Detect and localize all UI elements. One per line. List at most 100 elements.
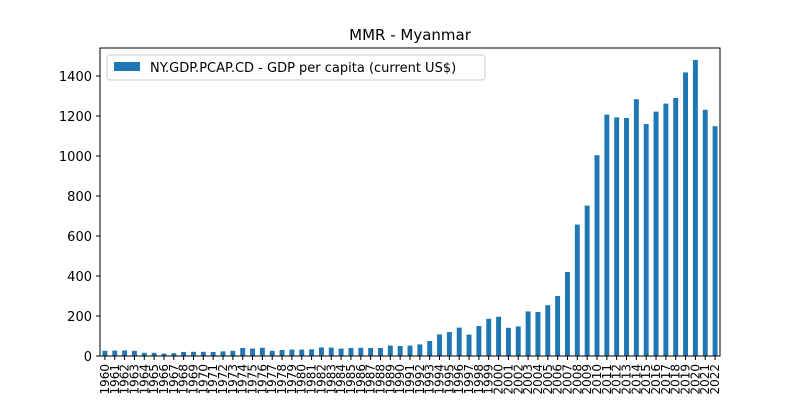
x-tick-label: 1976 <box>255 364 269 395</box>
x-tick-label: 2015 <box>639 364 653 395</box>
bar <box>112 350 118 356</box>
bar <box>663 103 669 356</box>
bar <box>348 348 354 356</box>
legend: NY.GDP.PCAP.CD - GDP per capita (current… <box>106 54 486 81</box>
bar <box>496 316 502 356</box>
x-tick-label: 2011 <box>600 364 614 395</box>
x-tick-label: 1977 <box>265 364 279 395</box>
x-tick-label: 1985 <box>344 364 358 395</box>
x-tick-label: 2001 <box>501 364 515 395</box>
x-tick-label: 2006 <box>551 364 565 395</box>
x-tick-label: 2008 <box>570 364 584 395</box>
bar <box>131 350 137 356</box>
bar <box>505 327 511 356</box>
x-tick-label: 1970 <box>196 364 210 395</box>
x-tick-label: 1988 <box>373 364 387 395</box>
x-tick-label: 2010 <box>590 364 604 395</box>
x-tick-label: 1990 <box>393 364 407 395</box>
bar <box>210 352 216 356</box>
x-tick-label: 1969 <box>186 364 200 395</box>
bar <box>220 351 226 356</box>
bar <box>446 332 452 356</box>
bar <box>309 349 315 356</box>
bar <box>318 347 324 356</box>
bar <box>683 72 689 357</box>
x-tick-label: 1981 <box>305 364 319 395</box>
x-tick-label: 2004 <box>531 364 545 395</box>
x-tick-label: 1992 <box>413 364 427 395</box>
bar <box>614 117 620 357</box>
bar <box>545 305 551 356</box>
bar <box>535 312 541 356</box>
x-tick-label: 1989 <box>383 364 397 395</box>
y-tick-label: 1400 <box>59 70 92 85</box>
x-tick-label: 1987 <box>364 364 378 395</box>
x-tick-label: 1980 <box>295 364 309 395</box>
legend-box <box>106 54 486 81</box>
x-tick-label: 2012 <box>610 364 624 395</box>
bar <box>525 311 531 356</box>
x-tick-label: 2021 <box>698 364 712 395</box>
bar <box>250 348 255 356</box>
x-tick-label: 1975 <box>246 364 260 395</box>
x-tick-label: 1973 <box>226 364 240 395</box>
bar <box>230 350 236 356</box>
bar <box>574 224 580 356</box>
x-tick-label: 2003 <box>521 364 535 395</box>
legend-swatch <box>114 62 140 71</box>
bar <box>555 296 561 356</box>
bar <box>368 348 374 356</box>
x-tick-label: 2002 <box>511 364 525 395</box>
x-tick-label: 1961 <box>108 364 122 395</box>
chart-title: MMR - Myanmar <box>349 26 472 44</box>
x-tick-label: 1974 <box>236 364 250 395</box>
plot-frame <box>99 47 721 357</box>
x-tick-label: 1983 <box>324 364 338 395</box>
x-tick-label: 2009 <box>580 364 594 395</box>
x-tick-label: 2018 <box>669 364 683 395</box>
x-tick-label: 2013 <box>620 364 634 395</box>
bar <box>673 98 679 356</box>
x-tick-label: 1997 <box>462 364 476 395</box>
x-tick-label: 1967 <box>167 364 181 395</box>
x-tick-label: 1960 <box>98 364 112 395</box>
x-tick-label: 1964 <box>137 364 151 395</box>
bar <box>397 346 403 356</box>
x-tick-label: 1995 <box>442 364 456 395</box>
bar <box>486 318 492 356</box>
x-tick-label: 1991 <box>403 364 417 395</box>
x-tick-label: 1963 <box>127 364 141 395</box>
bar <box>643 124 649 356</box>
x-tick-label: 2005 <box>541 364 555 395</box>
bar <box>604 114 610 356</box>
x-tick-label: 1999 <box>482 364 496 395</box>
bar <box>161 353 167 356</box>
bar <box>378 348 383 356</box>
x-tick-label: 1962 <box>118 364 132 395</box>
x-tick-label: 2000 <box>492 364 506 395</box>
x-tick-label: 2007 <box>560 364 574 395</box>
bar <box>358 347 364 356</box>
bar <box>437 334 442 356</box>
x-tick-label: 2020 <box>688 364 702 395</box>
bar <box>427 341 433 356</box>
bar <box>692 60 698 356</box>
bar <box>633 99 639 356</box>
x-tick-label: 2017 <box>659 364 673 395</box>
bars-group <box>102 60 718 357</box>
x-tick-label: 1972 <box>216 364 230 395</box>
y-axis: 0 200 400 600 800 1000 1200 1400 <box>59 70 100 365</box>
bar <box>417 344 423 356</box>
bar <box>712 126 718 356</box>
x-tick-label: 2019 <box>679 364 693 395</box>
y-tick-label: 600 <box>67 230 92 245</box>
bar <box>289 349 295 356</box>
bar <box>515 326 521 356</box>
bar <box>328 347 334 356</box>
bar <box>181 352 187 356</box>
bar <box>240 348 246 356</box>
y-tick-label: 1200 <box>59 110 92 125</box>
y-tick-label: 0 <box>84 350 92 365</box>
x-tick-label: 1984 <box>334 364 348 395</box>
